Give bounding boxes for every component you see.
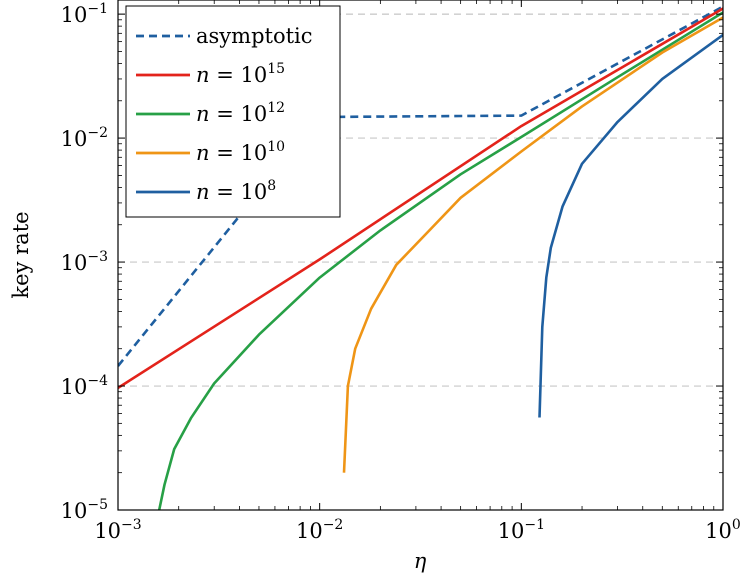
x-tick-label-0: 10−3 xyxy=(94,517,141,543)
legend-exp-1: 15 xyxy=(267,61,285,77)
legend-var-2: n xyxy=(196,102,210,126)
legend-label-4: n = 108 xyxy=(196,178,276,204)
y-tick-label-0: 10−5 xyxy=(61,497,108,523)
y-tick-label-2-exp: −3 xyxy=(87,249,108,265)
series-line-1 xyxy=(118,7,723,389)
y-tick-label-4-exp: −1 xyxy=(87,1,108,17)
legend-exp-2: 12 xyxy=(267,100,285,116)
y-tick-label-1: 10−4 xyxy=(61,373,108,399)
series-line-2 xyxy=(157,11,723,510)
y-axis-label: key rate xyxy=(9,211,33,298)
legend-base-2: 10 xyxy=(240,102,267,126)
series-line-0 xyxy=(118,5,723,367)
legend-label-2: n = 1012 xyxy=(196,100,285,126)
y-tick-label-1-exp: −4 xyxy=(87,373,108,389)
legend-var-1: n xyxy=(196,63,210,87)
legend-eq-2: = xyxy=(210,102,241,126)
x-tick-label-2-exp: −1 xyxy=(524,517,545,533)
legend-eq-1: = xyxy=(210,63,241,87)
series-line-3 xyxy=(342,16,723,473)
x-tick-label-1-base: 10 xyxy=(296,519,323,543)
legend-eq-4: = xyxy=(210,180,241,204)
y-tick-label-0-base: 10 xyxy=(61,499,88,523)
x-tick-label-2-base: 10 xyxy=(498,519,525,543)
x-tick-label-0-exp: −3 xyxy=(121,517,142,533)
legend-exp-4: 8 xyxy=(267,178,276,194)
legend-label-3: n = 1010 xyxy=(196,139,285,165)
series-line-4 xyxy=(538,33,723,418)
x-tick-label-1-exp: −2 xyxy=(323,517,344,533)
series-lines xyxy=(118,5,723,510)
legend-base-1: 10 xyxy=(240,63,267,87)
legend-label-0: asymptotic xyxy=(196,24,313,48)
legend-label-1: n = 1015 xyxy=(196,61,285,87)
x-tick-label-2: 10−1 xyxy=(498,517,545,543)
y-tick-label-3-base: 10 xyxy=(61,127,88,151)
legend-eq-3: = xyxy=(210,141,241,165)
x-tick-label-3: 100 xyxy=(705,517,741,543)
y-tick-label-0-exp: −5 xyxy=(87,497,108,513)
legend-exp-3: 10 xyxy=(267,139,285,155)
x-axis-label: η xyxy=(414,549,427,573)
x-tick-label-0-base: 10 xyxy=(94,519,121,543)
x-tick-label-3-exp: 0 xyxy=(732,517,741,533)
legend-base-0: asymptotic xyxy=(196,24,313,48)
legend-base-4: 10 xyxy=(240,180,267,204)
legend-box xyxy=(125,5,341,218)
legend-var-4: n xyxy=(196,180,210,204)
legend-base-3: 10 xyxy=(240,141,267,165)
y-tick-label-3: 10−2 xyxy=(61,125,108,151)
y-tick-label-1-base: 10 xyxy=(61,375,88,399)
y-tick-label-2-base: 10 xyxy=(61,251,88,275)
x-tick-label-1: 10−2 xyxy=(296,517,343,543)
legend-var-3: n xyxy=(196,141,210,165)
y-tick-label-4-base: 10 xyxy=(61,3,88,27)
y-tick-label-4: 10−1 xyxy=(61,1,108,27)
plot-frame xyxy=(117,0,724,511)
x-tick-label-3-base: 10 xyxy=(705,519,732,543)
y-tick-label-2: 10−3 xyxy=(61,249,108,275)
y-tick-label-3-exp: −2 xyxy=(87,125,108,141)
